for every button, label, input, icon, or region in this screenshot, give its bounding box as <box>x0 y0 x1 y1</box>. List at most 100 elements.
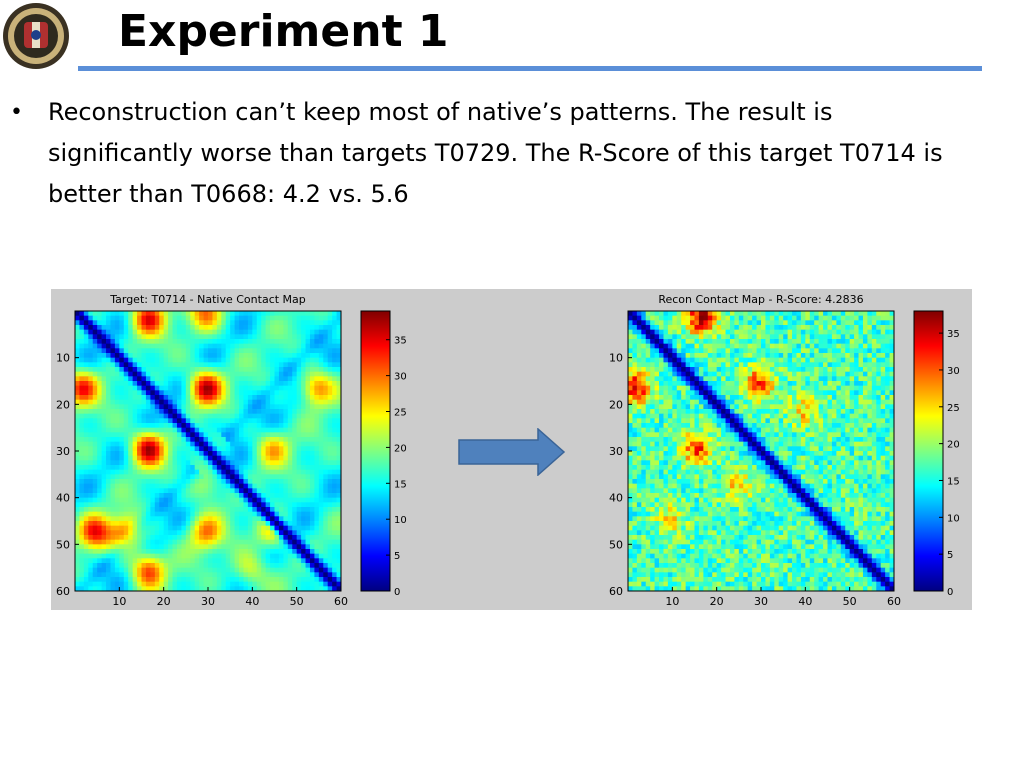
heatmap-cell <box>123 521 129 527</box>
heatmap-cell <box>88 432 94 438</box>
heatmap-cell <box>194 535 200 541</box>
heatmap-cell <box>261 441 266 447</box>
heatmap-cell <box>641 367 647 373</box>
heatmap-cell <box>212 371 218 377</box>
heatmap-cell <box>239 432 244 438</box>
heatmap-cell <box>283 525 289 531</box>
heatmap-cell <box>190 441 196 447</box>
heatmap-cell <box>659 409 664 415</box>
heatmap-cell <box>681 357 686 363</box>
heatmap-cell <box>694 409 700 415</box>
heatmap-cell <box>114 502 120 508</box>
heatmap-cell <box>278 483 284 489</box>
heatmap-cell <box>216 343 222 349</box>
heatmap-cell <box>199 381 204 387</box>
heatmap-cell <box>154 432 160 438</box>
heatmap-cell <box>208 586 213 592</box>
heatmap-cell <box>628 339 633 345</box>
heatmap-cell <box>234 516 240 522</box>
heatmap-cell <box>296 511 302 517</box>
heatmap-cell <box>292 339 298 345</box>
heatmap-cell <box>137 567 142 573</box>
heatmap-cell <box>778 325 784 331</box>
heatmap-cell <box>88 353 94 359</box>
heatmap-cell <box>314 521 320 527</box>
heatmap-cell <box>309 563 315 569</box>
heatmap-cell <box>97 441 102 447</box>
heatmap-cell <box>159 409 165 415</box>
heatmap-cell <box>75 413 80 419</box>
heatmap-cell <box>114 465 120 471</box>
heatmap-cell <box>889 404 895 410</box>
heatmap-cell <box>752 348 757 354</box>
heatmap-cell <box>831 353 837 359</box>
heatmap-cell <box>314 553 320 559</box>
heatmap-cell <box>636 399 642 405</box>
heatmap-cell <box>667 311 673 317</box>
heatmap-cell <box>650 329 655 335</box>
heatmap-cell <box>747 343 753 349</box>
heatmap-cell <box>123 465 129 471</box>
heatmap-cell <box>880 385 886 391</box>
heatmap-cell <box>318 525 324 531</box>
heatmap-cell <box>150 329 156 335</box>
heatmap-cell <box>296 549 302 555</box>
heatmap-cell <box>738 385 744 391</box>
heatmap-cell <box>672 404 678 410</box>
heatmap-cell <box>659 334 664 340</box>
heatmap-cell <box>150 469 156 475</box>
heatmap-cell <box>221 558 227 564</box>
heatmap-cell <box>787 367 793 373</box>
heatmap-cell <box>221 507 227 513</box>
heatmap-cell <box>92 567 98 573</box>
heatmap-cell <box>239 441 244 447</box>
heatmap-cell <box>265 502 271 508</box>
heatmap-cell <box>323 567 329 573</box>
heatmap-cell <box>88 572 94 578</box>
heatmap-cell <box>203 334 209 340</box>
heatmap-cell <box>305 320 311 326</box>
heatmap-cell <box>181 479 187 485</box>
heatmap-cell <box>137 353 142 359</box>
heatmap-cell <box>274 329 280 335</box>
heatmap-cell <box>216 427 222 433</box>
heatmap-cell <box>270 497 275 503</box>
heatmap-cell <box>849 409 855 415</box>
heatmap-cell <box>752 390 757 396</box>
heatmap-cell <box>154 376 160 382</box>
heatmap-cell <box>632 385 638 391</box>
heatmap-cell <box>845 329 851 335</box>
heatmap-cell <box>145 423 151 429</box>
heatmap-cell <box>252 558 258 564</box>
heatmap-cell <box>137 339 142 345</box>
heatmap-cell <box>283 553 289 559</box>
title-underline <box>78 66 982 71</box>
heatmap-cell <box>168 404 173 410</box>
heatmap-cell <box>854 395 859 401</box>
heatmap-cell <box>243 530 249 536</box>
heatmap-cell <box>247 511 253 517</box>
heatmap-cell <box>336 329 342 335</box>
heatmap-cell <box>75 567 80 573</box>
heatmap-cell <box>318 469 324 475</box>
heatmap-cell <box>172 567 178 573</box>
heatmap-cell <box>292 488 298 494</box>
heatmap-cell <box>252 334 258 340</box>
heatmap-cell <box>190 390 196 396</box>
heatmap-cell <box>247 572 253 578</box>
heatmap-cell <box>862 343 868 349</box>
heatmap-cell <box>707 376 713 382</box>
heatmap-cell <box>168 413 173 419</box>
heatmap-cell <box>256 586 262 592</box>
heatmap-cell <box>703 339 709 345</box>
heatmap-cell <box>243 525 249 531</box>
heatmap-cell <box>243 376 249 382</box>
heatmap-cell <box>645 395 651 401</box>
heatmap-cell <box>305 376 311 382</box>
heatmap-cell <box>707 409 713 415</box>
heatmap-cell <box>176 563 182 569</box>
heatmap-cell <box>141 535 147 541</box>
heatmap-cell <box>163 367 169 373</box>
heatmap-cell <box>176 390 182 396</box>
heatmap-cell <box>827 329 833 335</box>
